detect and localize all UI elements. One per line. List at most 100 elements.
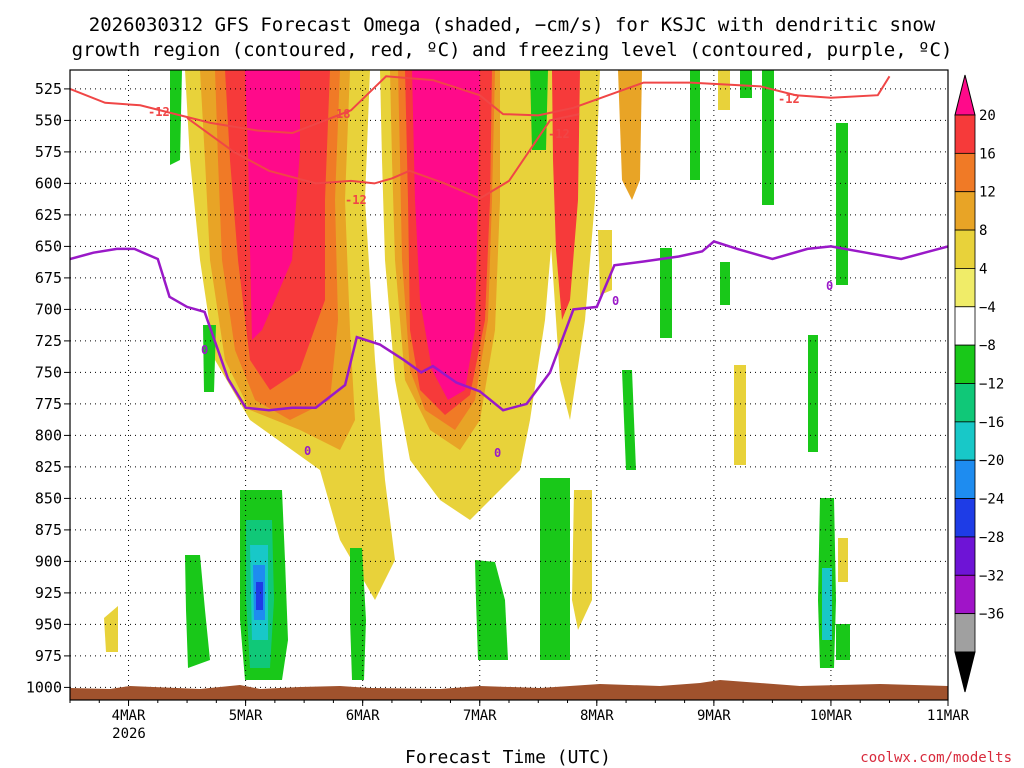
y-tick-label: 550 <box>35 111 62 129</box>
x-tick-label: 11MAR <box>927 708 970 724</box>
y-tick-label: 975 <box>35 647 62 665</box>
omega-green-region-5 <box>540 478 570 660</box>
omega-green-region-12 <box>836 123 848 285</box>
omega-green-region-9 <box>660 248 672 338</box>
colorbar-segment <box>954 344 976 384</box>
colorbar-segment <box>954 229 976 269</box>
colorbar-segment <box>954 498 976 538</box>
chart-title-line1: 2026030312 GFS Forecast Omega (shaded, −… <box>89 14 936 36</box>
chart-title-line2: growth region (contoured, red, ºC) and f… <box>72 39 953 61</box>
omega-cyan-region-2 <box>822 568 832 640</box>
freezing-label-4: 0 <box>612 294 619 308</box>
colorbar-segment <box>954 268 976 308</box>
omega-yellow-region-6 <box>734 365 746 465</box>
y-tick-label: 600 <box>35 174 62 192</box>
x-year-label: 2026 <box>112 726 146 742</box>
omega-darkblue-region-1 <box>256 582 263 610</box>
omega-green-region-10 <box>690 70 700 180</box>
x-tick-label: 7MAR <box>463 708 497 724</box>
omega-green-region-13 <box>808 335 818 452</box>
plot-frame <box>69 69 949 701</box>
omega-green-region-16 <box>720 262 730 305</box>
y-tick-label: 950 <box>35 615 62 633</box>
snow-growth-label-1: -12 <box>148 105 170 119</box>
colorbar-label: −28 <box>979 530 1004 546</box>
grid <box>70 70 948 700</box>
colorbar-top-triangle <box>954 74 976 116</box>
x-tick-label: 8MAR <box>580 708 614 724</box>
colorbar-label: 20 <box>979 108 996 124</box>
y-tick-label: 900 <box>35 552 62 570</box>
snow-growth-label-4: -12 <box>778 92 800 106</box>
y-tick-label: 625 <box>35 206 62 224</box>
colorbar-label: 8 <box>979 223 987 239</box>
omega-green-region-3 <box>350 548 366 680</box>
x-tick-label: 10MAR <box>810 708 853 724</box>
colorbar-segment <box>954 459 976 499</box>
colorbar-label: 12 <box>979 185 996 201</box>
freezing-label-1: 0 <box>201 343 208 357</box>
y-tick-label: 575 <box>35 143 62 161</box>
omega-yellow-region-7 <box>838 538 848 582</box>
omega-green-region-6 <box>170 70 182 165</box>
y-axis: 525 550 575 600 625 650 675 700 725 750 775 800 825 8… <box>26 80 70 696</box>
colorbar-segment <box>954 191 976 231</box>
colorbar-label: 4 <box>979 261 987 277</box>
omega-magenta-region-2 <box>412 70 480 400</box>
omega-green-region-11 <box>762 70 774 205</box>
omega-green-region-18 <box>203 325 216 392</box>
colorbar-segment <box>954 306 976 346</box>
colorbar-segment <box>954 383 976 423</box>
snow-growth-label-2: -12 <box>345 193 367 207</box>
y-tick-label: 675 <box>35 269 62 287</box>
snow-growth-contour-upper <box>70 75 891 135</box>
omega-green-region-8 <box>622 370 636 470</box>
omega-green-region-15 <box>836 624 850 660</box>
colorbar-bottom-triangle <box>954 651 976 693</box>
colorbar-label: −8 <box>979 338 996 354</box>
x-axis-title: Forecast Time (UTC) <box>405 747 611 768</box>
snow-growth-inner-label: 18 <box>336 107 350 121</box>
omega-red-region-3 <box>552 70 580 320</box>
y-tick-label: 800 <box>35 426 62 444</box>
x-tick-label: 6MAR <box>346 708 380 724</box>
y-tick-label: 750 <box>35 363 62 381</box>
y-tick-label: 725 <box>35 332 62 350</box>
colorbar-label: −36 <box>979 607 1004 623</box>
freezing-label-5: 0 <box>826 279 833 293</box>
colorbar-label: −16 <box>979 415 1004 431</box>
credit-text: coolwx.com/modelts <box>860 750 1012 766</box>
y-tick-label: 775 <box>35 395 62 413</box>
y-tick-label: 1000 <box>26 678 62 696</box>
omega-green-region-4 <box>475 560 508 660</box>
colorbar-segment <box>954 421 976 461</box>
snow-growth-label-3: -12 <box>548 127 570 141</box>
colorbar-segment <box>954 574 976 615</box>
freezing-level-contour <box>70 239 948 412</box>
y-tick-label: 700 <box>35 300 62 318</box>
y-tick-label: 850 <box>35 489 62 507</box>
colorbar-segment <box>954 613 976 653</box>
omega-green-region-2 <box>185 555 210 668</box>
colorbar-label: −24 <box>979 492 1004 508</box>
snow-growth-contour-lower <box>186 113 580 200</box>
y-tick-label: 650 <box>35 237 62 255</box>
y-tick-label: 925 <box>35 584 62 602</box>
colorbar-label: −20 <box>979 453 1004 469</box>
ground-terrain <box>70 680 948 700</box>
x-tick-label: 9MAR <box>697 708 731 724</box>
y-tick-label: 875 <box>35 521 62 539</box>
omega-orange-region-4 <box>618 70 642 200</box>
x-axis: 4MAR 5MAR 6MAR 7MAR 8MAR 9MAR 10MAR 11MAR <box>69 700 970 724</box>
omega-magenta-region-1 <box>245 70 300 340</box>
x-tick-label: 4MAR <box>112 708 146 724</box>
y-tick-label: 825 <box>35 458 62 476</box>
colorbar-label: −32 <box>979 568 1004 584</box>
freezing-label-2: 0 <box>304 444 311 458</box>
colorbar-label: −4 <box>979 300 996 316</box>
omega-yellow-region-8 <box>104 606 118 652</box>
colorbar: 20 16 12 8 4 −4 −8 −12 −16 −20 −24 −28 −32 −36 <box>954 74 1004 693</box>
colorbar-segment <box>954 152 976 193</box>
colorbar-label: −12 <box>979 377 1004 393</box>
